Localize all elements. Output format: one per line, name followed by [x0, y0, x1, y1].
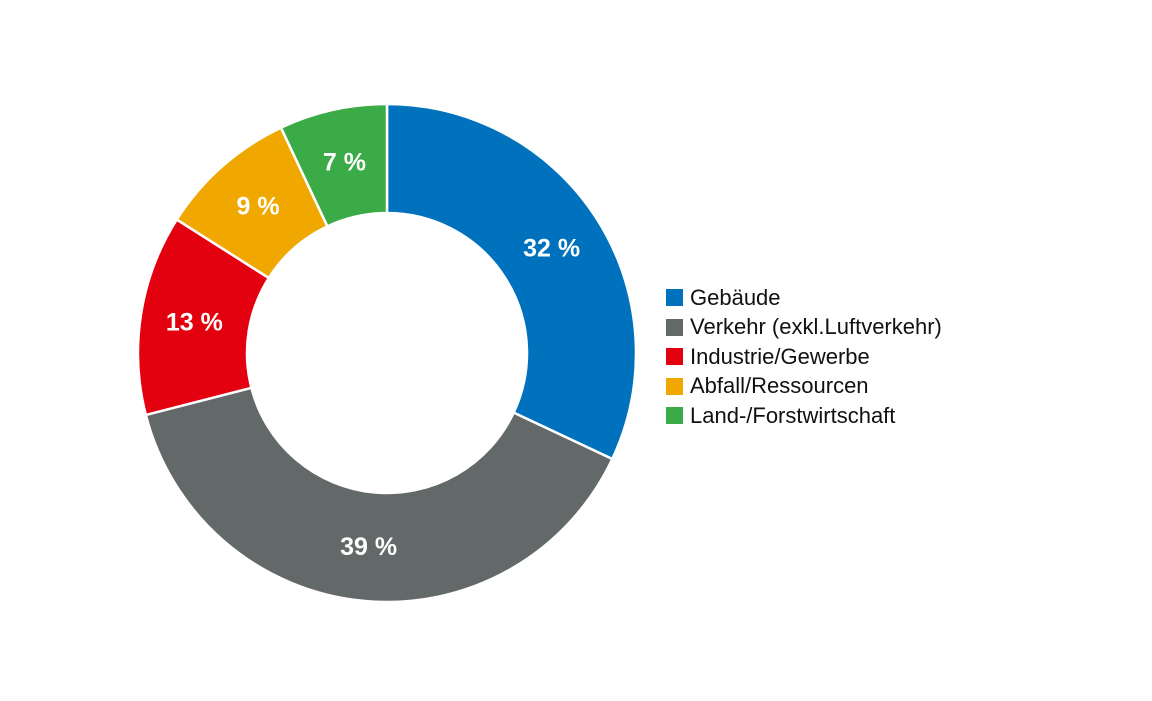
legend-label: Industrie/Gewerbe: [690, 343, 870, 369]
legend-swatch: [666, 348, 683, 366]
legend: Gebäude Verkehr (exkl.Luftverkehr) Industr…: [666, 283, 942, 431]
legend-swatch: [666, 289, 683, 307]
legend-swatch: [666, 377, 683, 395]
legend-label: Verkehr (exkl.Luftverkehr): [690, 314, 942, 340]
slice-verkehr-exkl-luftverkehr: [144, 386, 614, 604]
slices-group: [136, 102, 638, 604]
slice-label-verkehr-exkl-luftverkehr: 39 %: [340, 533, 397, 561]
slice-land-forstwirtschaft: [279, 102, 389, 228]
slice-labels-group: 32 % 39 % 13 % 9 % 7 %: [166, 149, 580, 561]
slice-geb-ude: [385, 102, 638, 461]
slice-label-industrie-gewerbe: 13 %: [166, 308, 223, 336]
legend-label: Land-/Forstwirtschaft: [690, 402, 896, 428]
legend-label: Gebäude: [690, 284, 781, 310]
slice-label-geb-ude: 32 %: [523, 235, 580, 263]
legend-label: Abfall/Ressourcen: [690, 373, 869, 399]
legend-item-geb-ude: Gebäude: [666, 283, 942, 313]
legend-item-verkehr-exkl-luftverkehr: Verkehr (exkl.Luftverkehr): [666, 313, 942, 343]
legend-swatch: [666, 407, 683, 425]
legend-swatch: [666, 318, 683, 336]
slice-label-abfall-ressourcen: 9 %: [236, 193, 279, 221]
legend-item-industrie-gewerbe: Industrie/Gewerbe: [666, 342, 942, 372]
legend-item-abfall-ressourcen: Abfall/Ressourcen: [666, 372, 942, 402]
legend-item-land-forstwirtschaft: Land-/Forstwirtschaft: [666, 401, 942, 431]
slice-label-land-forstwirtschaft: 7 %: [323, 149, 366, 177]
